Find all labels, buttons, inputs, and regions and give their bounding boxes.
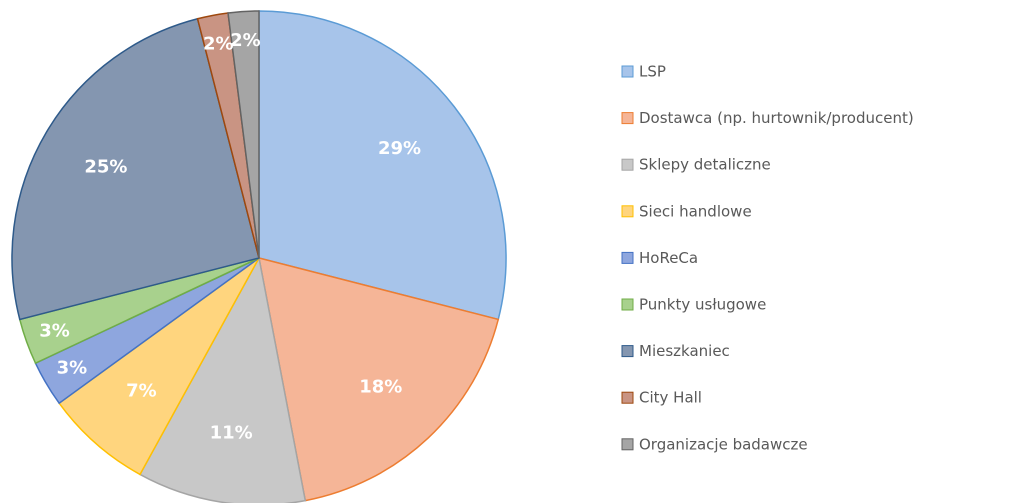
legend-swatch [621, 112, 634, 125]
pie-slice [227, 10, 260, 259]
data-label: 25% [84, 156, 127, 177]
pie-slice [58, 257, 260, 476]
pie-slice [258, 10, 507, 321]
legend-swatch [621, 391, 634, 404]
data-label: 18% [359, 377, 402, 398]
legend-label: Organizacje badawcze [639, 435, 808, 453]
legend-label: City Hall [639, 389, 702, 407]
legend-label: Sklepy detaliczne [639, 156, 771, 174]
legend-swatch [621, 345, 634, 358]
pie-slice [11, 17, 260, 321]
pie-slice [258, 256, 500, 502]
data-label: 7% [126, 380, 157, 401]
legend-label: Punkty usługowe [639, 296, 766, 314]
legend-swatch [621, 438, 634, 451]
data-label: 3% [57, 358, 88, 379]
data-label: 11% [210, 423, 253, 444]
data-label: 29% [378, 138, 421, 159]
legend-swatch [621, 298, 634, 311]
legend-label: LSP [639, 63, 666, 81]
legend-label: HoReCa [639, 249, 698, 267]
legend-label: Sieci handlowe [639, 202, 752, 220]
legend-swatch [621, 205, 634, 218]
legend-swatch [621, 65, 634, 78]
legend-label: Dostawca (np. hurtownik/producent) [639, 109, 914, 127]
data-label: 2% [203, 33, 234, 54]
legend-label: Mieszkaniec [639, 342, 730, 360]
data-label: 2% [230, 30, 261, 51]
data-label: 3% [39, 321, 70, 342]
legend-swatch [621, 158, 634, 171]
legend-swatch [621, 251, 634, 264]
